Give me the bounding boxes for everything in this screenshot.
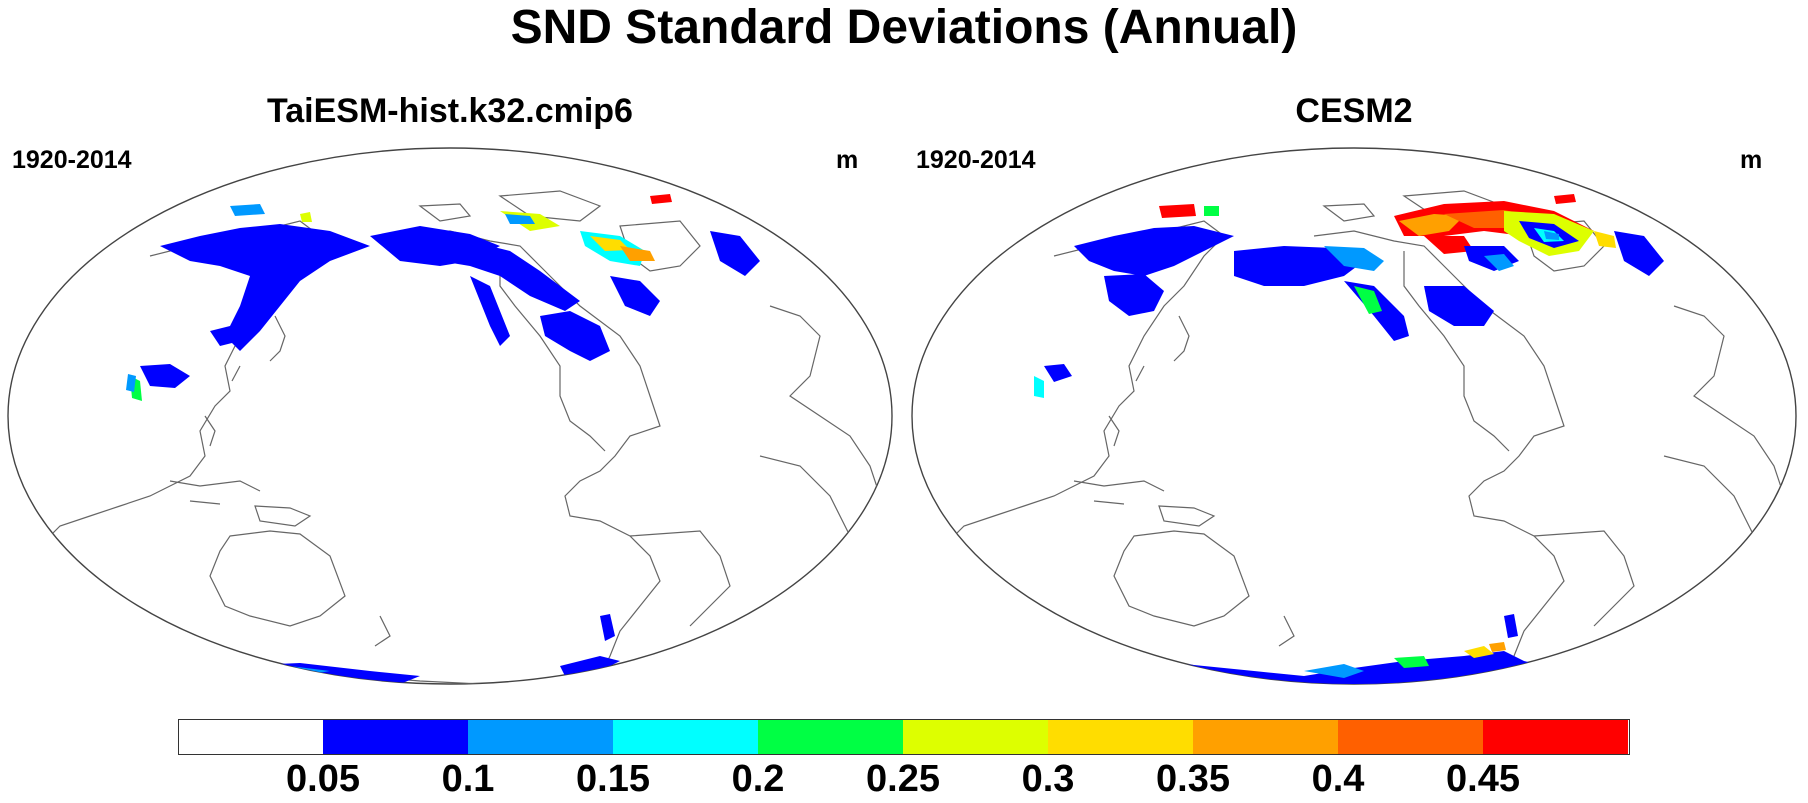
map-outline [7, 147, 893, 685]
colorbar-tick-label: 0.15 [576, 758, 650, 800]
world-map [911, 147, 1797, 685]
colorbar-tick-label: 0.2 [731, 758, 785, 800]
world-map [7, 147, 893, 685]
panel-units: m [1740, 146, 1763, 174]
panel-title: TaiESM-hist.k32.cmip6 [267, 92, 633, 130]
panel-period: 1920-2014 [12, 146, 132, 174]
colorbar-tick-label: 0.45 [1446, 758, 1520, 800]
colorbar [178, 719, 1630, 755]
panel-units: m [836, 146, 859, 174]
map-outline [911, 147, 1797, 685]
panel-title: CESM2 [1295, 92, 1413, 130]
colorbar-tick-label: 0.35 [1156, 758, 1230, 800]
colorbar-frame [178, 719, 1630, 755]
colorbar-tick-label: 0.05 [286, 758, 360, 800]
map-panel-taiesm: TaiESM-hist.k32.cmip6 1920-2014 m [0, 92, 900, 692]
colorbar-tick-label: 0.1 [441, 758, 495, 800]
colorbar-tick-label: 0.4 [1311, 758, 1365, 800]
panel-period: 1920-2014 [916, 146, 1036, 174]
figure-title: SND Standard Deviations (Annual) [510, 1, 1298, 54]
colorbar-swatch [323, 719, 468, 755]
colorbar-tick-label: 0.25 [866, 758, 940, 800]
colorbar-tick-label: 0.3 [1021, 758, 1075, 800]
map-panel-cesm2: CESM2 1920-2014 m [904, 92, 1804, 692]
